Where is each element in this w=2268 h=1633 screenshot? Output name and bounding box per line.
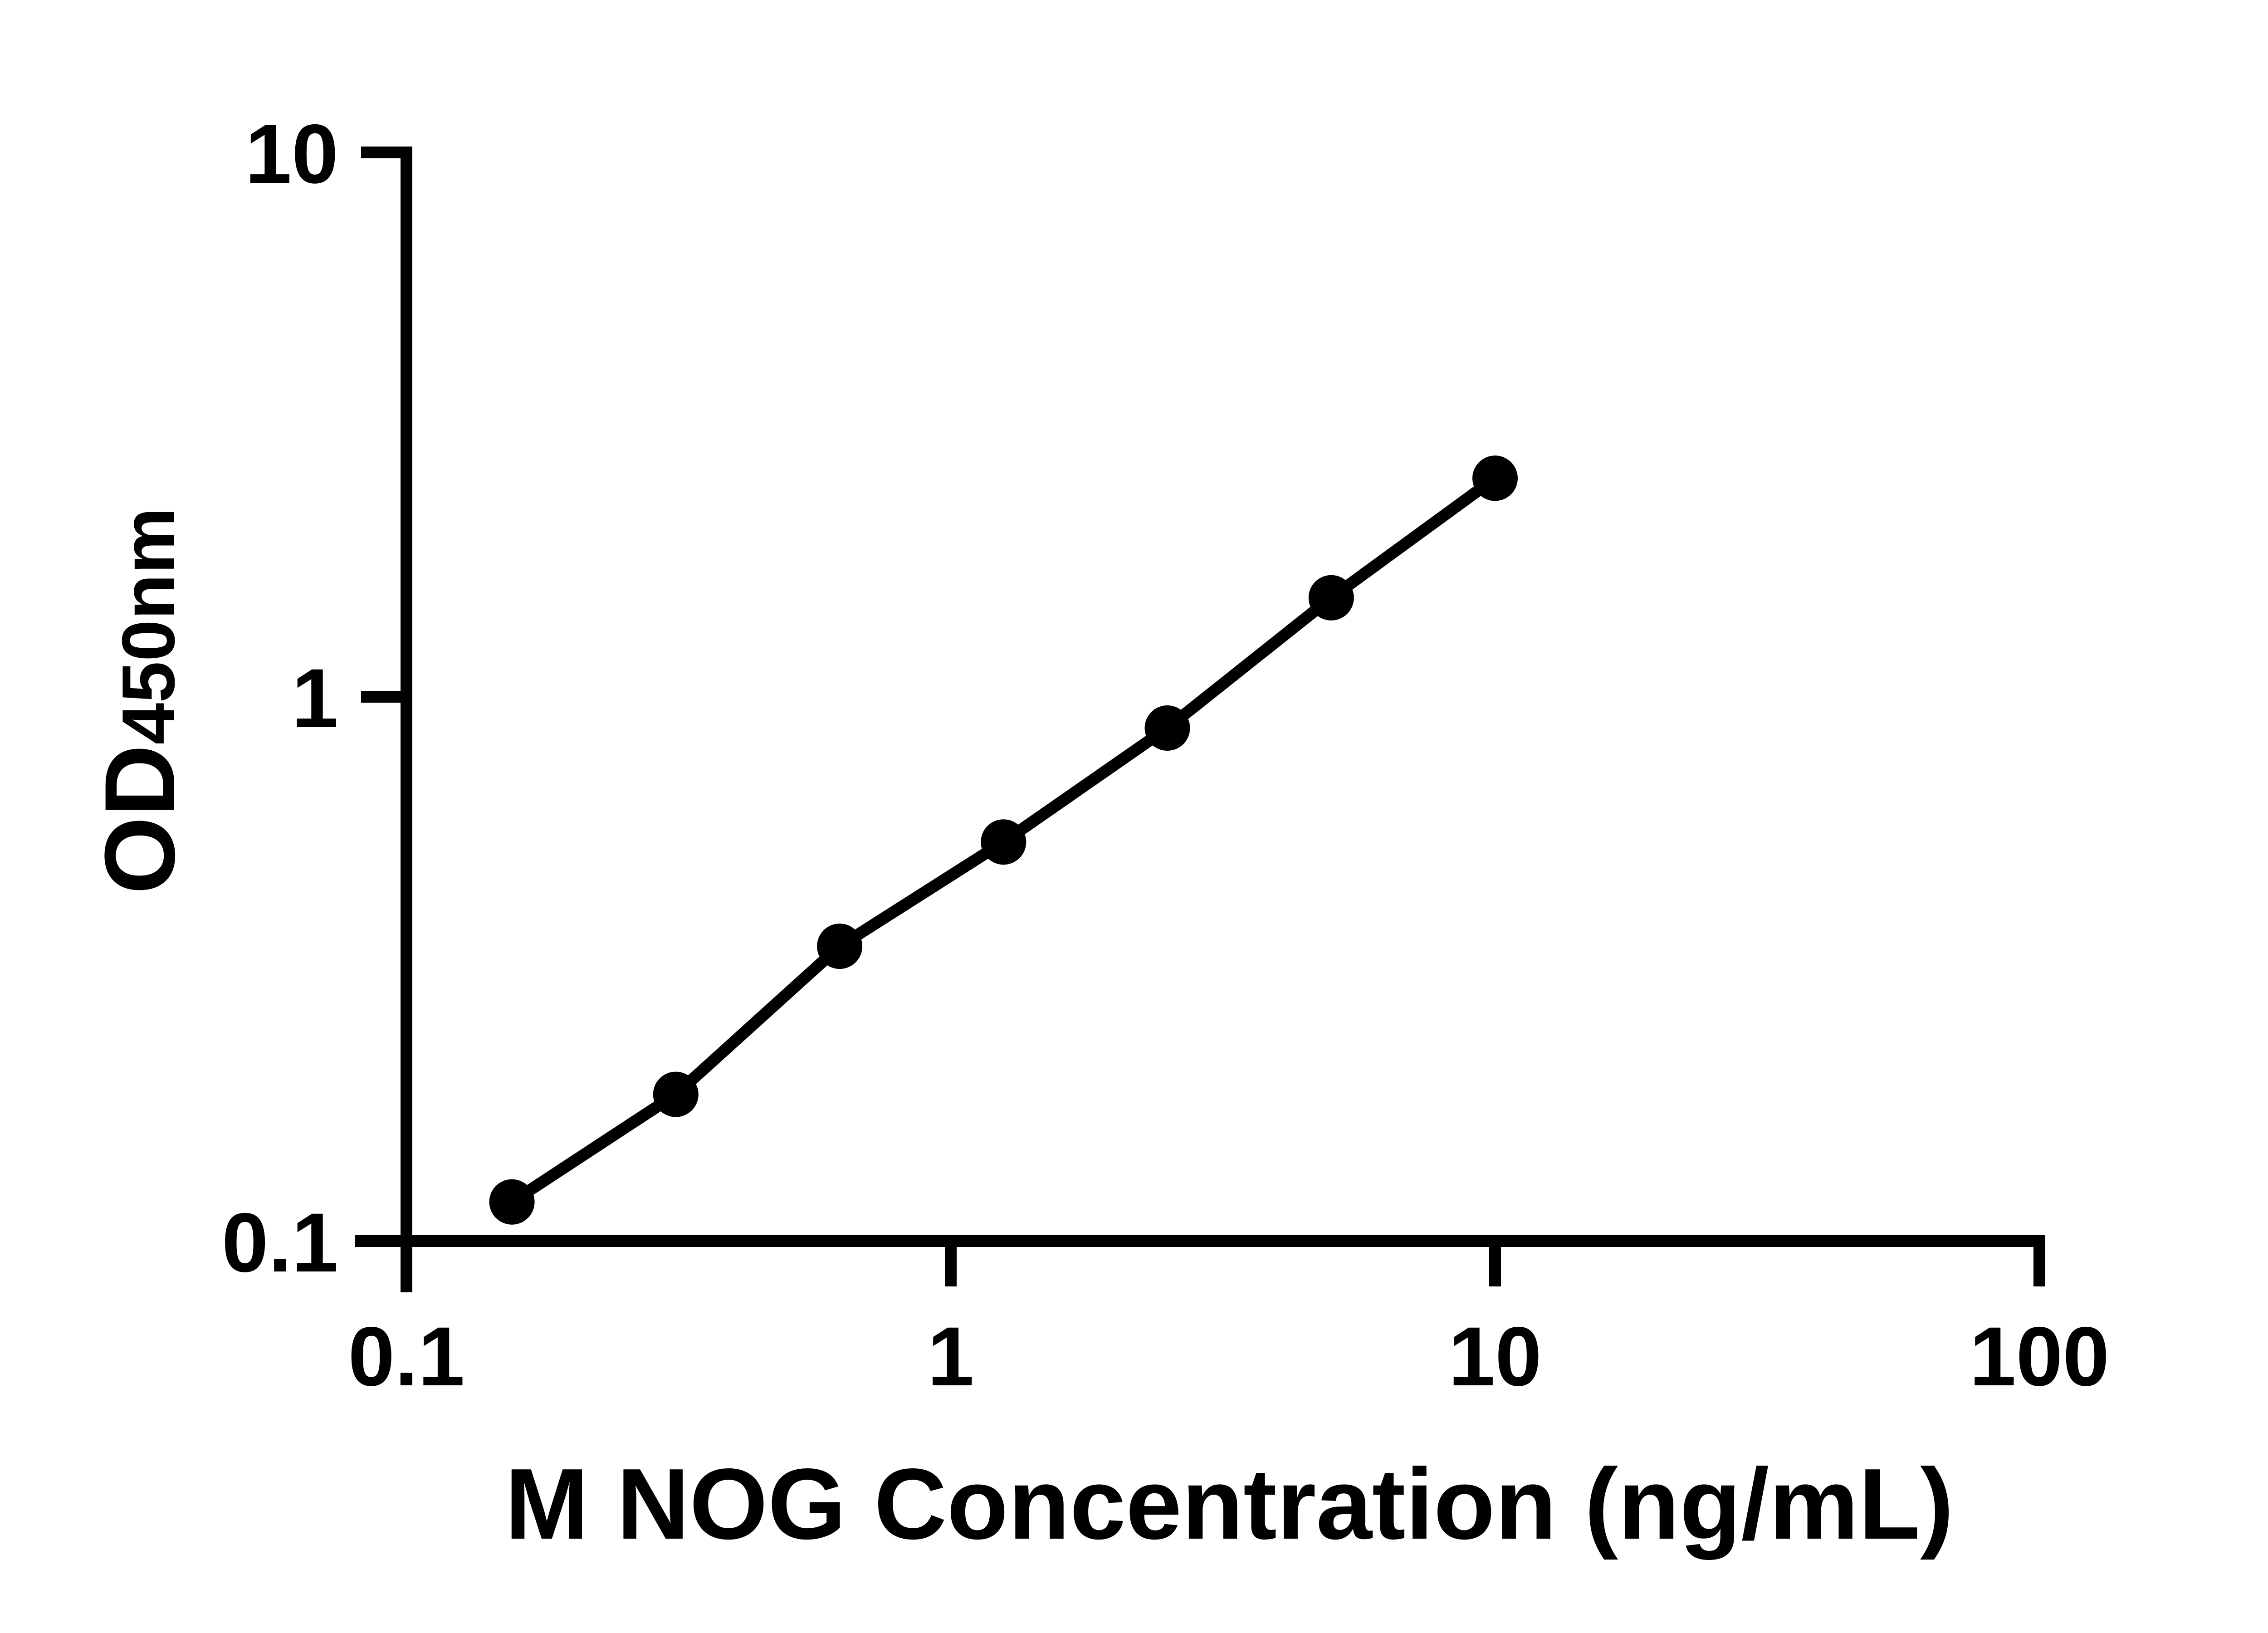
axes [355, 147, 2045, 1292]
data-point-3 [981, 819, 1026, 865]
x-axis-title: M NOG Concentration (ng/mL) [505, 1448, 1954, 1560]
x-tick-label-100: 100 [1970, 1310, 2110, 1403]
y-tick-label-0.1: 0.1 [222, 1196, 338, 1290]
data-point-2 [817, 924, 863, 969]
data-point-4 [1144, 705, 1190, 751]
data-point-0 [489, 1179, 535, 1225]
data-point-5 [1308, 575, 1354, 621]
data-point-6 [1472, 455, 1518, 501]
x-axis-ticks: 0.1 1 10 100 [348, 1239, 2109, 1403]
x-tick-label-0.1: 0.1 [348, 1310, 464, 1403]
data-series [489, 455, 1518, 1225]
y-tick-label-1: 1 [292, 652, 338, 745]
y-axis-title-main: OD [84, 744, 196, 894]
x-tick-label-1: 1 [928, 1310, 974, 1403]
x-tick-label-10: 10 [1448, 1310, 1542, 1403]
data-point-1 [653, 1071, 699, 1117]
y-axis-title-sub: 450nm [107, 508, 190, 745]
y-tick-label-10: 10 [245, 108, 338, 201]
y-axis-title: OD450nm [84, 508, 196, 895]
y-axis-ticks: 10 1 0.1 [222, 108, 409, 1290]
